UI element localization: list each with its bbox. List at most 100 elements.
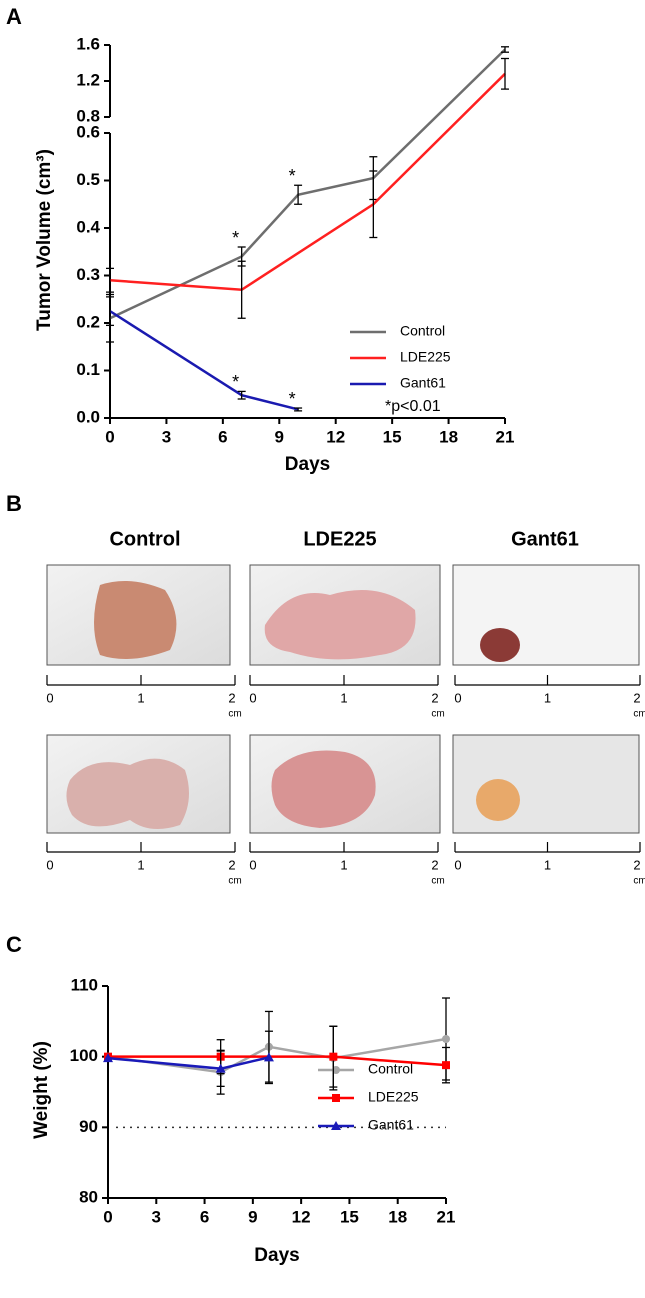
x-tick-label: 21 [496,427,515,446]
x-tick-label: 0 [105,427,114,446]
marker [442,1035,450,1043]
ruler-unit: cm [633,709,645,720]
x-tick-label: 9 [248,1207,257,1226]
x-tick-label: 15 [340,1207,359,1226]
y-tick-label: 0.5 [76,170,100,189]
x-tick-label: 18 [439,427,458,446]
significance-mark: * [289,389,296,409]
x-tick-label: 12 [326,427,345,446]
legend-label: LDE225 [400,349,451,365]
tumor [94,581,177,659]
marker [329,1052,338,1061]
ruler-label: 0 [249,857,256,872]
ruler-label: 2 [431,690,438,705]
ruler-label: 0 [46,857,53,872]
marker [331,1121,341,1130]
y-tick-label: 90 [79,1117,98,1136]
photo-panel [46,564,640,834]
ruler-unit: cm [431,876,444,887]
y-tick-label: 0.6 [76,122,100,141]
y-axis-label: Tumor Volume (cm³) [34,149,55,331]
marker [263,1052,274,1062]
error-bar [501,57,509,90]
x-tick-label: 15 [383,427,402,446]
error-bar [106,267,114,293]
y-tick-label: 110 [71,975,98,994]
column-title: Control [109,528,180,550]
error-bar [237,390,246,400]
ruler-label: 2 [228,857,235,872]
x-tick-label: 3 [162,427,171,446]
significance-mark: * [289,166,296,186]
y-tick-label: 1.2 [76,70,100,89]
ruler-label: 1 [340,857,347,872]
column-title: LDE225 [303,528,376,550]
ruler-label: 1 [137,857,144,872]
marker [215,1063,226,1073]
ruler-unit: cm [431,709,444,720]
ruler-label: 0 [454,857,461,872]
ruler-label: 2 [431,857,438,872]
tumor [271,750,376,828]
ruler-label: 0 [46,690,53,705]
series-line [109,72,506,292]
y-tick-label: 100 [70,1046,98,1065]
y-tick-label: 0.3 [76,265,100,284]
note: *p<0.01 [385,398,441,415]
significance-mark: * [232,228,239,248]
x-tick-label: 18 [388,1207,407,1226]
marker [103,1053,113,1063]
panel-label: B [6,491,22,516]
y-tick-label: 0.4 [76,217,100,236]
y-axis-label: Weight (%) [31,1041,52,1139]
error-bar [294,184,303,205]
series-line [108,1055,447,1067]
tumor [264,590,416,660]
tumor [476,779,520,821]
series-line [109,48,506,320]
legend-label: Control [368,1061,413,1077]
marker [332,1094,340,1102]
y-tick-label: 0.0 [76,407,100,426]
ruler-label: 2 [633,690,640,705]
legend-label: LDE225 [368,1089,419,1105]
x-tick-label: 0 [103,1207,112,1226]
ruler-label: 1 [340,690,347,705]
x-tick-label: 6 [200,1207,209,1226]
ruler-label: 1 [544,857,551,872]
x-tick-label: 3 [152,1207,161,1226]
panel-label: A [6,4,22,29]
legend-label: Gant61 [400,375,446,391]
series-line [109,310,299,411]
ruler-unit: cm [633,876,645,887]
photo [452,734,640,834]
marker [332,1066,340,1074]
ruler-label: 1 [544,690,551,705]
legend-label: Gant61 [368,1117,414,1133]
significance-mark: * [232,372,239,392]
tumor [480,628,520,662]
error-bar [501,46,509,53]
y-tick-label: 0.8 [76,106,100,125]
x-tick-label: 12 [292,1207,311,1226]
y-tick-label: 1.6 [76,34,100,53]
ruler-label: 2 [633,857,640,872]
error-bar [294,407,303,412]
marker [442,1061,450,1070]
x-axis-label: Days [254,1245,299,1266]
panel-label: C [6,932,22,957]
ruler-label: 2 [228,690,235,705]
ruler-label: 1 [137,690,144,705]
x-tick-label: 21 [437,1207,456,1226]
error-bar [237,260,246,319]
ruler-label: 0 [454,690,461,705]
error-bar [106,296,114,327]
ruler-unit: cm [228,876,241,887]
x-tick-label: 6 [218,427,227,446]
legend-label: Control [400,323,445,339]
y-tick-label: 0.2 [76,312,100,331]
error-bar [369,170,378,239]
y-tick-label: 80 [79,1187,98,1206]
column-title: Gant61 [511,528,579,550]
